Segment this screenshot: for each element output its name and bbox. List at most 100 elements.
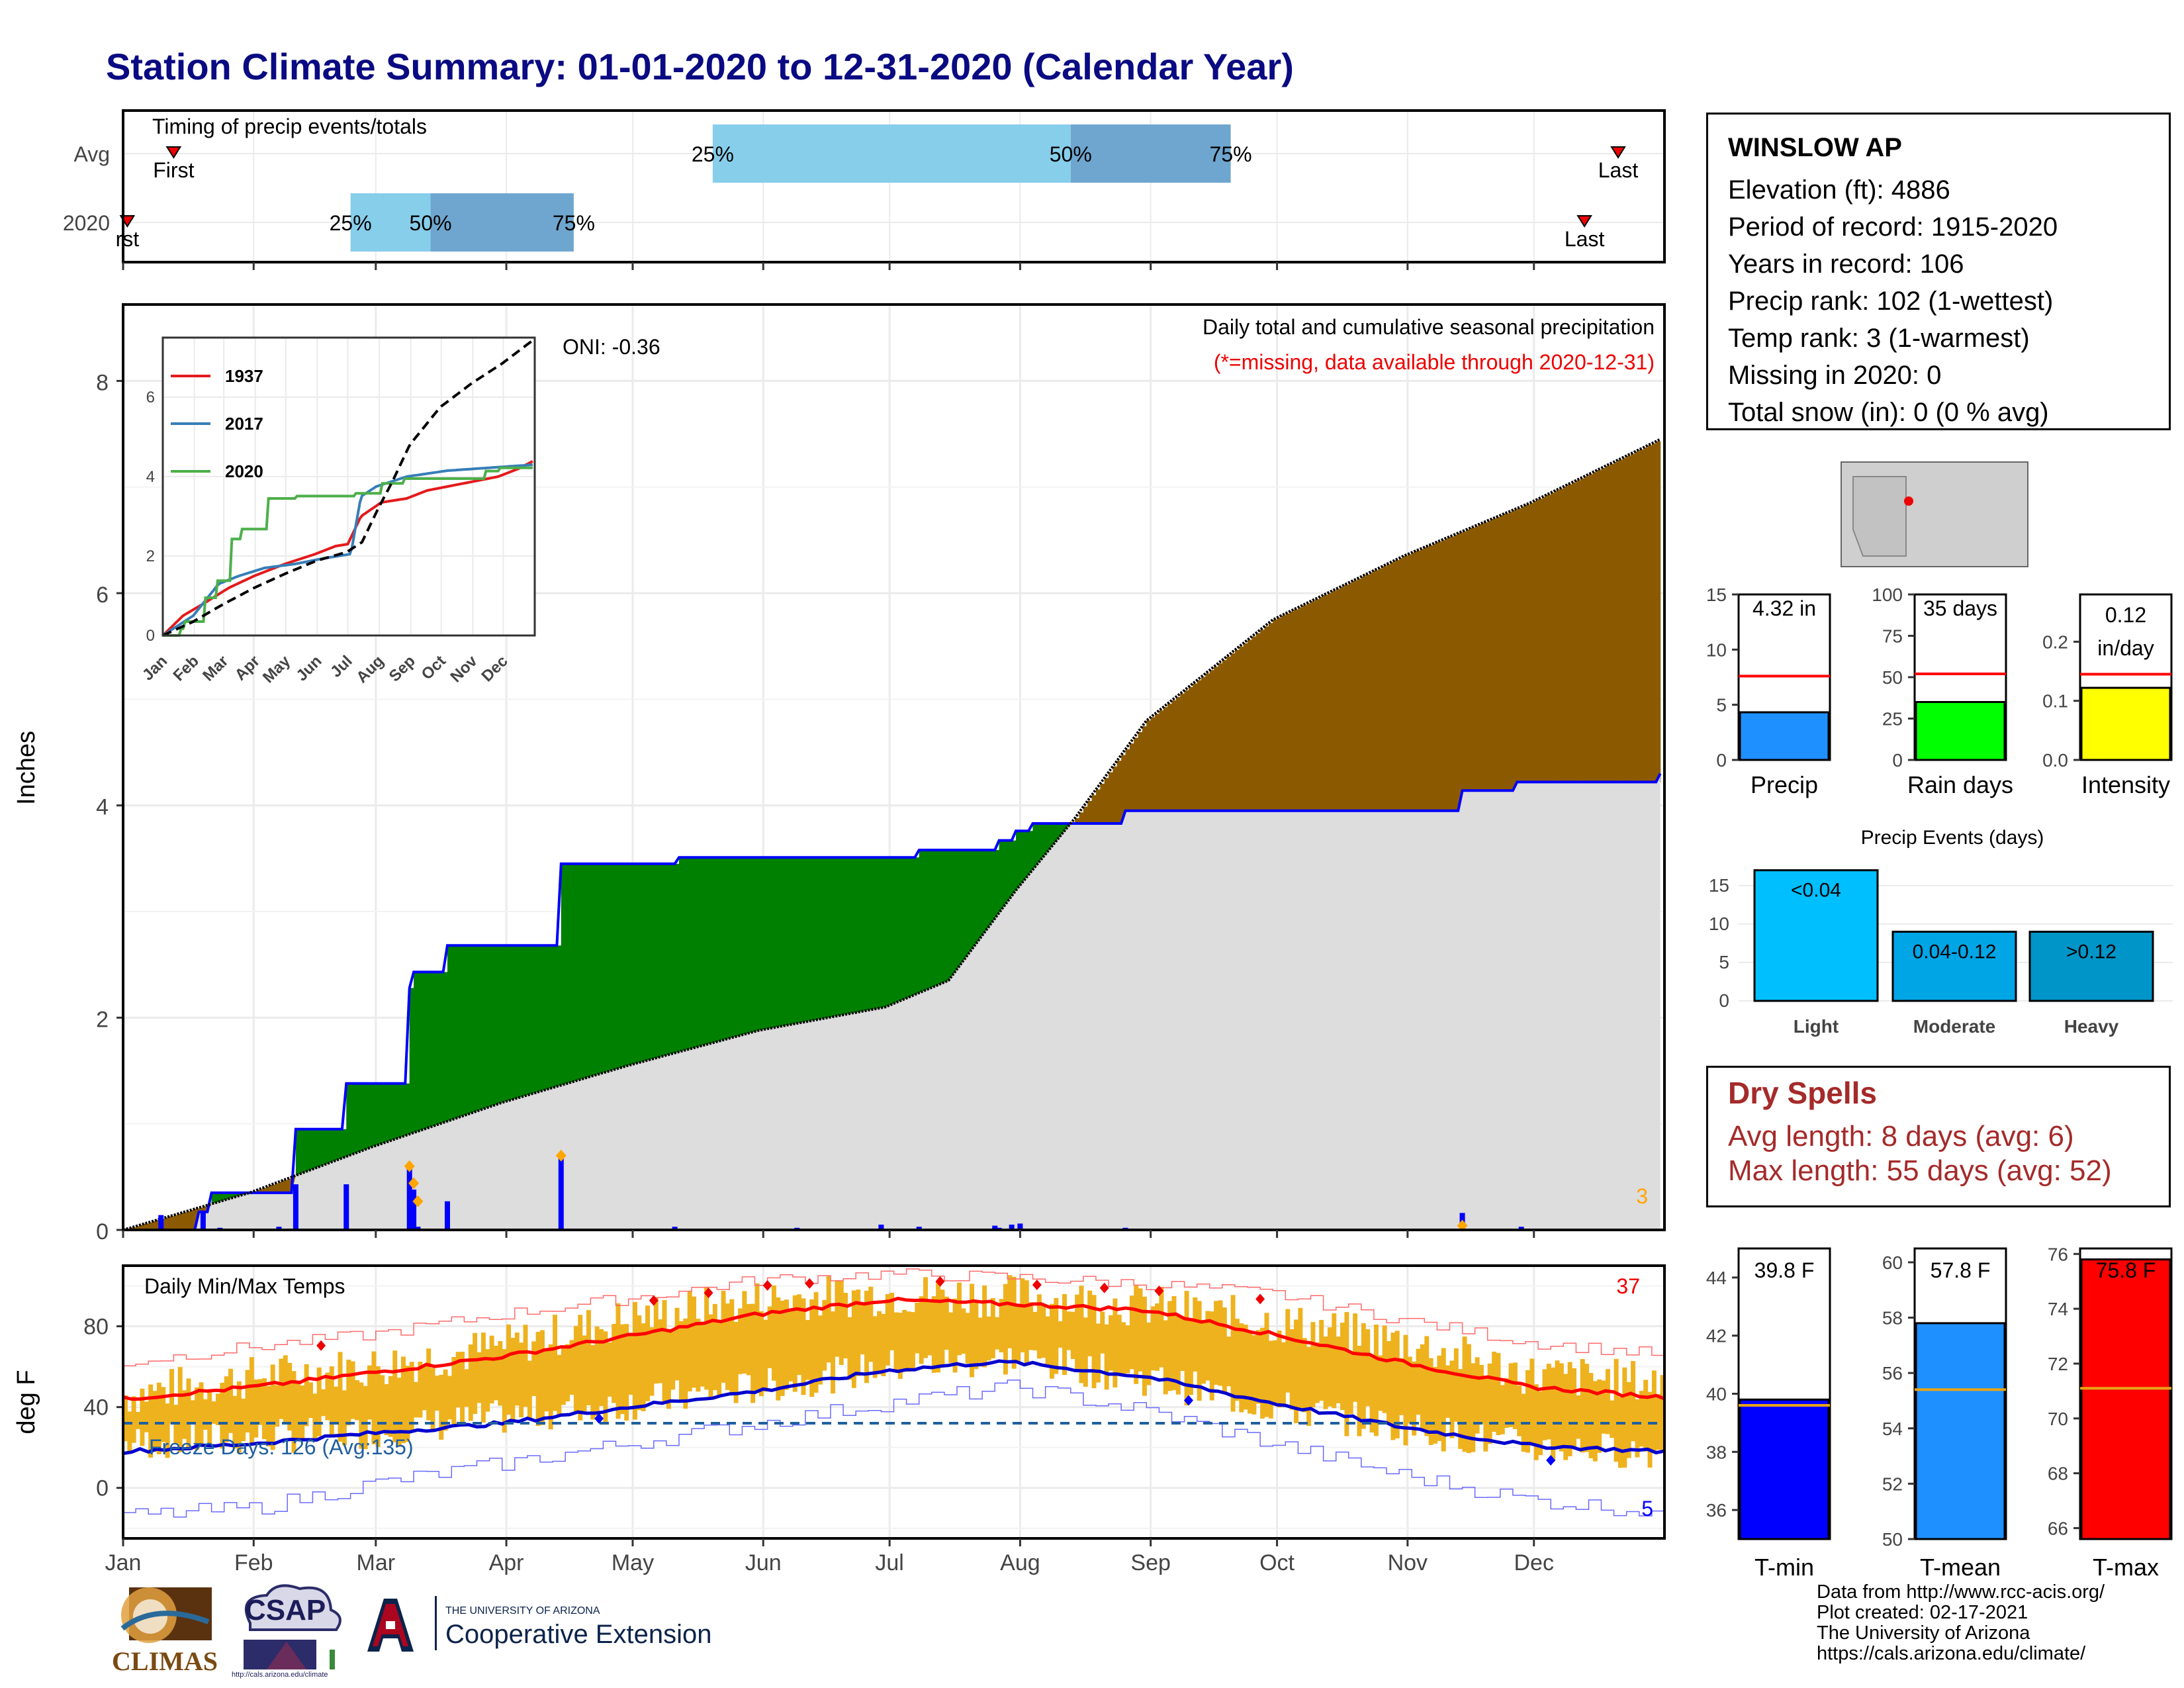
daily-temp-bar (388, 1376, 393, 1437)
event-category: Heavy (2064, 1016, 2119, 1037)
precip-above-avg-fill (952, 850, 958, 975)
precip-below-avg-fill (1437, 541, 1442, 811)
daily-temp-bar (1403, 1335, 1408, 1446)
record-precip-marker (408, 1177, 420, 1190)
precip-above-avg-fill (738, 857, 743, 1037)
precip-below-avg-fill (1651, 443, 1657, 782)
month-label: Mar (357, 1550, 396, 1575)
percentile-label: Rain days (1907, 771, 2013, 798)
daily-temp-bar (1542, 1369, 1547, 1440)
inset-ytick: 0 (146, 627, 155, 645)
precip-above-avg-fill (885, 857, 890, 1008)
daily-temp-bar (906, 1311, 911, 1372)
daily-temp-bar (535, 1332, 541, 1427)
daily-temp-bar (1142, 1296, 1147, 1396)
events-ytick: 15 (1709, 875, 1729, 896)
precip-above-avg-fill (982, 850, 987, 936)
precip-below-avg-fill (1167, 704, 1173, 811)
daily-temp-bar (1373, 1324, 1379, 1436)
station-info-box: WINSLOW AP Elevation (ft): 4886 Period o… (1706, 113, 2171, 430)
daily-temp-bar (1567, 1362, 1572, 1456)
daily-temp-bar (1390, 1333, 1396, 1440)
percentile-ytick: 76 (2048, 1244, 2068, 1264)
daily-temp-bar (733, 1321, 739, 1403)
daily-temp-bar (1230, 1295, 1236, 1412)
daily-temp-bar (1302, 1338, 1307, 1413)
precip-above-avg-fill (498, 945, 503, 1104)
daily-temp-bar (881, 1313, 886, 1376)
percentile-label: T-max (2093, 1554, 2159, 1581)
daily-temp-bar (464, 1369, 469, 1407)
daily-precip-bar (200, 1211, 206, 1230)
daily-temp-bar (1647, 1391, 1653, 1468)
daily-temp-bar (270, 1364, 275, 1450)
daily-temp-bar (965, 1313, 970, 1364)
temp-ytick: 80 (83, 1315, 109, 1340)
daily-temp-bar (455, 1352, 461, 1408)
inset-line-1937 (161, 460, 533, 637)
precip-below-avg-fill (1407, 554, 1412, 811)
record-high-line (123, 1268, 1664, 1367)
daily-temp-bar (1028, 1302, 1034, 1350)
percentile-ytick: 25 (1882, 709, 1903, 729)
climas-logo: CLIMAS (109, 1582, 218, 1681)
daily-temp-bar (346, 1359, 351, 1426)
station-precip-rank: Precip rank: 102 (1-wettest) (1728, 287, 2054, 316)
daily-temp-bar (1045, 1316, 1050, 1366)
precip-below-avg-fill (1125, 749, 1130, 811)
precip-above-avg-fill (375, 1083, 381, 1146)
month-label: Feb (234, 1550, 273, 1575)
precip-below-avg-fill (173, 1215, 179, 1230)
precip-above-avg-fill (434, 972, 439, 1126)
precip-above-avg-fill (506, 945, 512, 1102)
daily-temp-bar (658, 1319, 663, 1383)
daily-temp-bar (573, 1326, 578, 1413)
precip-above-avg-fill (220, 1192, 225, 1201)
daily-temp-bar (864, 1290, 869, 1383)
daily-temp-bar (195, 1387, 200, 1450)
precip-above-avg-fill (717, 857, 722, 1042)
precip-below-avg-fill (1239, 646, 1244, 811)
precip-below-avg-fill (1109, 772, 1113, 823)
daily-temp-bar (1449, 1360, 1455, 1438)
daily-temp-bar (1095, 1323, 1101, 1383)
precip-below-avg-fill (1424, 547, 1430, 811)
daily-temp-bar (729, 1299, 735, 1395)
precip-above-avg-fill (763, 857, 768, 1030)
precip-above-avg-fill (696, 857, 701, 1048)
precip-above-avg-fill (817, 857, 823, 1020)
precip-above-avg-fill (1045, 823, 1050, 855)
percentile-value-label: 4.32 in (1752, 596, 1816, 620)
precip-below-avg-fill (144, 1223, 149, 1230)
precip-above-avg-fill (539, 945, 545, 1092)
daily-temp-bar (1171, 1295, 1177, 1391)
precip-below-avg-fill (1079, 812, 1084, 823)
daily-temp-bar (805, 1320, 810, 1380)
precip-above-avg-fill (927, 850, 933, 990)
daily-temp-bar (897, 1313, 903, 1379)
daily-temp-bar (1209, 1311, 1214, 1401)
daily-temp-bar (1289, 1329, 1295, 1410)
precip-above-avg-fill (889, 857, 895, 1006)
daily-temp-bar (649, 1327, 655, 1396)
daily-precip-bar (158, 1215, 164, 1230)
climas-emblem-icon (120, 1587, 212, 1643)
precip-above-avg-fill (725, 857, 730, 1040)
csap-emblem-icon (244, 1584, 341, 1669)
precip-below-avg-fill (1340, 586, 1345, 811)
precip-below-avg-fill (1104, 778, 1109, 823)
dry-spells-box: Dry Spells Avg length: 8 days (avg: 6) M… (1706, 1066, 2171, 1207)
daily-temp-bar (443, 1369, 448, 1431)
precip-above-avg-fill (426, 972, 432, 1129)
daily-precip-bar (558, 1155, 564, 1230)
precip-above-avg-fill (632, 863, 637, 1064)
precip-above-avg-fill (502, 945, 507, 1103)
percentile-ytick: 74 (2048, 1299, 2068, 1319)
precip-below-avg-fill (1517, 508, 1522, 782)
daily-temp-bar (405, 1366, 410, 1442)
percentile-ytick: 15 (1706, 585, 1727, 605)
precip-below-avg-fill (1163, 707, 1168, 811)
daily-temp-bar (843, 1293, 848, 1359)
precip-ytick: 8 (96, 370, 109, 395)
page-title: Station Climate Summary: 01-01-2020 to 1… (106, 46, 1294, 87)
